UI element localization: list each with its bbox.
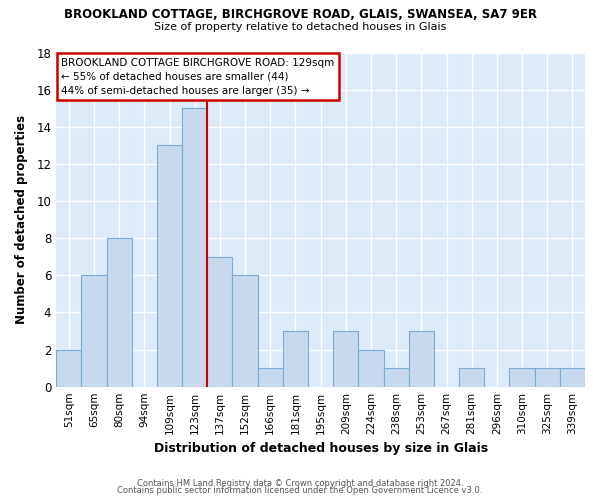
Text: BROOKLAND COTTAGE BIRCHGROVE ROAD: 129sqm
← 55% of detached houses are smaller (: BROOKLAND COTTAGE BIRCHGROVE ROAD: 129sq… bbox=[61, 58, 335, 96]
Bar bbox=[333, 331, 358, 386]
Y-axis label: Number of detached properties: Number of detached properties bbox=[15, 115, 28, 324]
Text: Contains public sector information licensed under the Open Government Licence v3: Contains public sector information licen… bbox=[118, 486, 482, 495]
Bar bbox=[257, 368, 283, 386]
Bar bbox=[56, 350, 82, 387]
Bar bbox=[157, 146, 182, 386]
Text: BROOKLAND COTTAGE, BIRCHGROVE ROAD, GLAIS, SWANSEA, SA7 9ER: BROOKLAND COTTAGE, BIRCHGROVE ROAD, GLAI… bbox=[64, 8, 536, 20]
X-axis label: Distribution of detached houses by size in Glais: Distribution of detached houses by size … bbox=[154, 442, 488, 455]
Bar bbox=[107, 238, 132, 386]
Bar bbox=[509, 368, 535, 386]
Bar bbox=[82, 276, 107, 386]
Bar bbox=[459, 368, 484, 386]
Text: Contains HM Land Registry data © Crown copyright and database right 2024.: Contains HM Land Registry data © Crown c… bbox=[137, 478, 463, 488]
Bar bbox=[383, 368, 409, 386]
Bar bbox=[283, 331, 308, 386]
Bar bbox=[560, 368, 585, 386]
Bar bbox=[207, 256, 232, 386]
Bar bbox=[232, 276, 257, 386]
Bar bbox=[535, 368, 560, 386]
Bar bbox=[182, 108, 207, 386]
Bar bbox=[358, 350, 383, 387]
Bar bbox=[409, 331, 434, 386]
Text: Size of property relative to detached houses in Glais: Size of property relative to detached ho… bbox=[154, 22, 446, 32]
